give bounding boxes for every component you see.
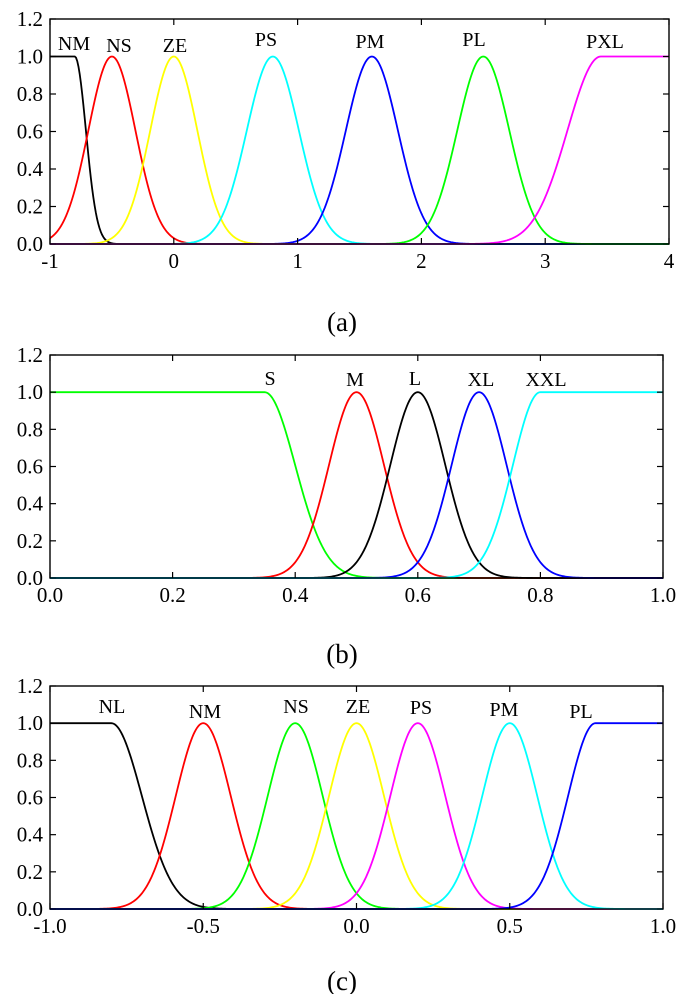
series-line-xxl	[50, 391, 663, 579]
y-tick-label: 1.0	[17, 45, 43, 69]
y-tick-label: 0.2	[17, 195, 43, 219]
series-label-ze: ZE	[163, 35, 187, 57]
series-line-pm	[50, 55, 669, 245]
x-tick-label: 0.8	[527, 583, 553, 607]
y-tick-label: 0.2	[17, 529, 43, 553]
series-label-pl: PL	[569, 701, 592, 723]
series-line-ze	[50, 55, 669, 245]
series-label-xxl: XXL	[525, 369, 566, 391]
x-tick-label: 0.5	[497, 914, 523, 938]
y-tick-label: 0.6	[17, 120, 43, 144]
series-line-m	[50, 391, 663, 579]
series-line-nm	[50, 55, 669, 245]
y-tick-label: 1.0	[17, 380, 43, 404]
chart-caption: (c)	[327, 966, 357, 994]
y-tick-label: 0.8	[17, 748, 43, 772]
series-label-s: S	[264, 368, 275, 390]
series-label-ps: PS	[255, 29, 277, 51]
chart-caption: (a)	[327, 307, 357, 337]
y-tick-label: 1.2	[17, 343, 43, 367]
y-tick-label: 0.0	[17, 232, 43, 256]
series-label-pm: PM	[356, 31, 385, 53]
y-tick-label: 0.0	[17, 566, 43, 590]
chart-2: 0.0 0.2 0.4 0.6 0.8 1.0 0.0 0.2 0.4 0.6 0.8 1.0 1.2 S…	[17, 343, 676, 669]
y-tick-label: 0.8	[17, 82, 43, 106]
x-tick-label: -0.5	[187, 914, 220, 938]
x-tick-label: 0.0	[343, 914, 369, 938]
series-label-m: M	[346, 369, 364, 391]
y-tick-label: 1.2	[17, 7, 43, 31]
x-tick-label: 1.0	[650, 914, 676, 938]
series-line-ns	[50, 722, 663, 910]
series-line-ps	[50, 722, 663, 910]
y-tick-label: 0.6	[17, 786, 43, 810]
x-tick-label: 1	[292, 249, 303, 273]
series-line-nl	[50, 722, 663, 910]
x-tick-label: 0	[169, 249, 180, 273]
series-line-l	[50, 391, 663, 579]
x-tick-label: 1.0	[650, 583, 676, 607]
series-label-nm: NM	[189, 701, 221, 723]
series-label-nl: NL	[99, 696, 126, 718]
x-tick-label: 0.2	[159, 583, 185, 607]
series-label-pm: PM	[490, 699, 519, 721]
series-line-xl	[50, 391, 663, 579]
x-tick-label: 2	[416, 249, 427, 273]
series-line-pl	[50, 722, 663, 910]
series-label-nm: NM	[58, 33, 90, 55]
series-line-ze	[50, 722, 663, 910]
series-label-ze: ZE	[346, 696, 370, 718]
x-tick-label: -1	[41, 249, 59, 273]
x-tick-label: 0.0	[37, 583, 63, 607]
y-tick-label: 0.2	[17, 860, 43, 884]
x-tick-label: -1.0	[33, 914, 66, 938]
series-line-pl	[50, 55, 669, 245]
series-label-ns: NS	[106, 35, 132, 57]
y-tick-label: 0.8	[17, 417, 43, 441]
series-line-nm	[50, 722, 663, 910]
chart-1: -1 0 1 2 3 4 0.0 0.2 0.4 0.6 0.8 1.0 1.2 NM NS ZE PS PM PL…	[17, 7, 675, 337]
series-label-pxl: PXL	[586, 31, 624, 53]
series-line-pxl	[50, 55, 669, 245]
series-label-ps: PS	[410, 697, 432, 719]
series-label-l: L	[409, 368, 421, 390]
y-tick-label: 0.4	[17, 157, 44, 181]
y-tick-label: 0.6	[17, 455, 43, 479]
series-line-ns	[49, 55, 669, 245]
x-tick-label: 0.4	[282, 583, 309, 607]
x-tick-label: 4	[664, 249, 675, 273]
series-line-pm	[50, 722, 663, 910]
x-tick-label: 0.6	[405, 583, 431, 607]
chart-caption: (b)	[326, 639, 357, 669]
y-tick-label: 0.4	[17, 823, 44, 847]
series-line-ps	[50, 55, 669, 245]
y-tick-label: 1.2	[17, 674, 43, 698]
x-tick-label: 3	[540, 249, 551, 273]
y-tick-label: 1.0	[17, 711, 43, 735]
series-label-pl: PL	[462, 29, 485, 51]
series-label-xl: XL	[468, 369, 495, 391]
y-tick-label: 0.0	[17, 897, 43, 921]
y-tick-label: 0.4	[17, 492, 44, 516]
chart-3: -1.0 -0.5 0.0 0.5 1.0 0.0 0.2 0.4 0.6 0.8 1.0 1.2 NL…	[17, 674, 676, 994]
series-line-s	[50, 391, 663, 579]
series-label-ns: NS	[283, 696, 309, 718]
